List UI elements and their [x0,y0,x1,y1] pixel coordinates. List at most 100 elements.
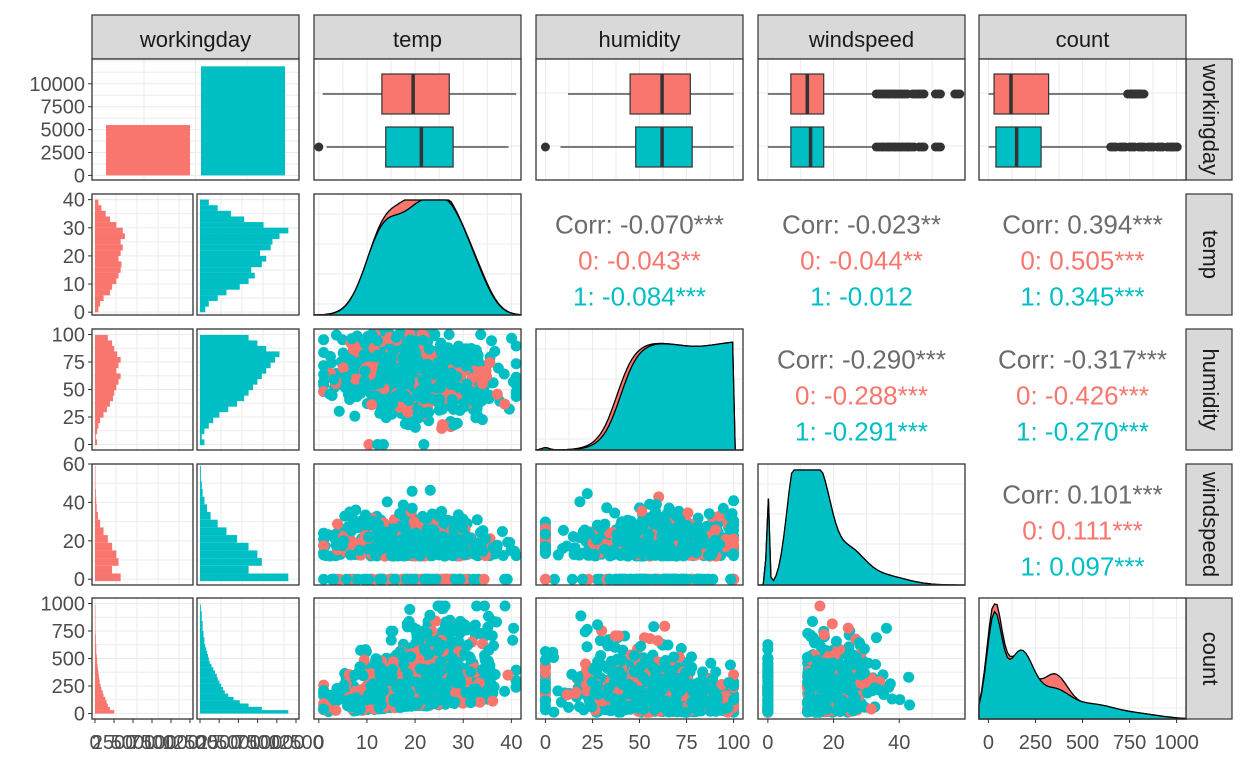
point-group-1 [326,390,338,402]
point-group-1 [642,530,654,542]
point-group-1 [405,651,417,663]
point-group-1 [328,573,340,585]
point-group-1 [412,529,424,541]
hist-bar-temp-0 [95,306,99,313]
panel-box-temp-border [313,58,522,181]
box-temp-1 [385,126,454,168]
box-outlier-windspeed-1 [919,142,929,152]
hist-bar-humidity-1 [200,395,245,402]
ytick-label-workingday: 0 [74,165,85,187]
point-group-1 [350,700,362,712]
point-group-1 [431,636,443,648]
hist-bar-temp-1 [200,216,245,223]
point-group-1 [510,371,521,383]
point-group-1 [318,334,330,346]
point-group-1 [725,573,737,585]
hist-bar-count-1 [200,624,203,628]
hist-bar-count-0 [95,710,115,714]
point-group-1 [626,540,638,552]
hist-bar-humidity-1 [200,433,202,440]
hist-bar-count-1 [200,710,289,714]
point-group-1 [334,685,346,697]
panel-scatter-temp-count-border [313,597,522,720]
point-group-1 [445,378,457,390]
hist-bar-humidity-0 [95,367,117,374]
point-group-1 [418,393,430,405]
point-group-1 [640,573,652,585]
point-group-1 [381,496,393,508]
strip-label-humidity: humidity [599,27,681,52]
hist-bar-windspeed-1 [200,473,201,482]
ytick-label-workingday: 10000 [29,74,85,96]
point-group-1 [352,573,364,585]
point-group-1 [611,573,623,585]
point-group-1 [324,350,336,362]
point-group-1 [539,528,551,540]
hist-bar-count-0 [95,644,97,648]
point-group-1 [342,521,354,533]
density-count-1 [978,610,1187,720]
hist-bar-humidity-1 [200,340,258,347]
hist-bar-windspeed-1 [200,488,203,497]
ytick-label-count: 250 [52,676,85,698]
hist-bar-count-0 [95,637,96,641]
point-group-1 [471,600,483,612]
hist-bar-count-1 [200,706,262,711]
point-group-1 [725,521,737,533]
hist-bar-count-1 [200,660,210,665]
row-strip-count [1185,597,1233,720]
point-group-1 [388,573,400,585]
panel-density-temp [313,194,522,316]
hist-bar-windspeed-0 [95,496,97,505]
point-group-1 [418,643,430,655]
point-group-1 [420,673,432,685]
point-group-0 [366,399,378,411]
panel-box-windspeed [758,59,966,180]
point-group-1 [566,573,578,585]
point-group-1 [476,663,488,675]
point-group-1 [385,634,397,646]
hist-bar-windspeed-0 [95,550,117,559]
hist-bar-count-0 [95,640,96,645]
scatter-points-temp-windspeed [318,484,521,585]
hist-bar-count-1 [200,677,218,681]
point-group-1 [363,531,375,543]
point-group-1 [691,541,703,553]
point-group-1 [344,506,356,518]
hist-bar-humidity-0 [95,384,117,391]
point-group-1 [510,391,521,403]
point-group-1 [569,546,581,558]
point-group-1 [357,670,369,682]
point-group-1 [404,358,416,370]
point-group-1 [421,627,433,639]
hist-bar-humidity-1 [200,351,280,358]
hist-bar-windspeed-1 [200,504,208,513]
point-group-1 [425,393,437,405]
point-group-1 [340,371,352,383]
point-group-1 [356,519,368,531]
hist-bar-humidity-1 [200,406,229,413]
point-group-1 [414,683,426,695]
point-group-1 [374,407,386,419]
point-group-0 [484,357,496,369]
strip-humidity [535,14,744,60]
hist-bar-temp-0 [95,222,117,228]
ytick-label-count: 1000 [41,594,86,616]
hist-bar-count-0 [95,693,104,698]
hist-bar-count-1 [200,680,220,684]
row-strip-label-windspeed: windspeed [1198,471,1223,577]
strip-windspeed [757,14,966,60]
hist-bar-count-0 [95,673,99,678]
hist-bar-temp-1 [200,278,249,285]
point-group-1 [430,573,442,585]
point-group-1 [462,639,474,651]
point-group-1 [370,351,382,363]
point-group-1 [339,382,351,394]
panel-box-humidity-border [535,58,744,181]
ytick-label-count: 750 [52,621,85,643]
point-group-1 [486,630,498,642]
hist-bar-windspeed-1 [200,535,238,543]
point-group-1 [438,682,450,694]
panel-hist-count-1-border [196,597,300,720]
hist-bar-temp-1 [200,267,252,273]
